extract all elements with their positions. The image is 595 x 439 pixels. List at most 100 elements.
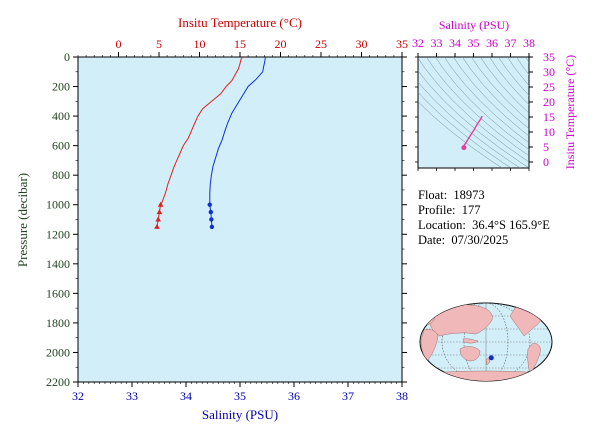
ts-right-tick-label: 10: [543, 125, 555, 139]
ts-top-tick-label: 33: [431, 36, 443, 50]
ts-top-tick-label: 38: [523, 36, 535, 50]
date-row: Date: 07/30/2025: [418, 233, 550, 248]
salinity-profile-line: [209, 57, 266, 205]
left-tick-label: 1800: [46, 316, 70, 330]
left-tick-label: 0: [64, 50, 70, 64]
density-contour: [418, 81, 521, 168]
temperature-marker: [157, 201, 164, 207]
main-plot-area: [77, 56, 403, 383]
ts-top-axis-label: Salinity (PSU): [439, 18, 509, 32]
float-location-marker: [488, 355, 494, 361]
bottom-tick-label: 33: [126, 389, 138, 403]
density-contour: [425, 57, 529, 157]
ts-right-tick-label: 20: [543, 95, 555, 109]
land-australia: [459, 346, 481, 362]
top-tick-label: 15: [234, 37, 246, 51]
ts-top-tick-label: 34: [449, 36, 461, 50]
left-tick-label: 2200: [46, 375, 70, 389]
float-label: Float:: [418, 188, 448, 202]
density-contour: [461, 57, 529, 130]
salinity-marker: [207, 202, 212, 207]
location-map: [419, 302, 553, 382]
ts-top-tick-label: 37: [505, 36, 517, 50]
main-series: [156, 57, 266, 227]
location-label: Location:: [418, 218, 466, 232]
salinity-marker: [209, 217, 214, 222]
ts-plot-area: [417, 56, 530, 169]
profile-row: Profile: 177: [418, 203, 550, 218]
temperature-profile-line: [160, 57, 243, 205]
bottom-tick-label: 36: [288, 389, 300, 403]
density-contour: [443, 57, 529, 144]
land-greenland: [545, 305, 551, 313]
ts-right-tick-label: 0: [543, 155, 549, 169]
salinity-marker: [209, 224, 215, 230]
ts-right-axis-label: Insitu Temperature (°C): [563, 55, 577, 169]
bottom-tick-label: 35: [234, 389, 246, 403]
top-tick-label: 30: [356, 37, 368, 51]
bottom-tick-label: 32: [72, 389, 84, 403]
land-antarctica: [424, 370, 549, 381]
float-info: Float: 18973 Profile: 177 Location: 36.4…: [418, 188, 550, 248]
temperature-marker: [154, 223, 160, 229]
profile-value: 177: [461, 203, 481, 217]
land-asia: [427, 304, 493, 337]
bottom-tick-label: 38: [396, 389, 408, 403]
ts-right-tick-label: 25: [543, 80, 555, 94]
left-tick-label: 1600: [46, 286, 70, 300]
ts-right-tick-label: 5: [543, 140, 549, 154]
density-contour: [452, 57, 529, 137]
left-tick-label: 400: [52, 109, 70, 123]
bottom-tick-label: 37: [342, 389, 354, 403]
top-tick-label: 20: [275, 37, 287, 51]
top-axis-label: Insitu Temperature (°C): [178, 15, 302, 30]
date-label: Date:: [418, 233, 446, 247]
salinity-marker: [208, 209, 214, 215]
location-row: Location: 36.4°S 165.9°E: [418, 218, 550, 233]
density-contour: [418, 57, 529, 163]
temperature-marker: [156, 209, 163, 215]
land-indonesia: [462, 338, 479, 344]
left-tick-label: 1200: [46, 227, 70, 241]
ts-right-tick-label: 35: [543, 50, 555, 64]
left-tick-label: 2000: [46, 345, 70, 359]
left-tick-label: 1000: [46, 198, 70, 212]
left-tick-label: 800: [52, 168, 70, 182]
density-contour: [479, 57, 529, 114]
top-tick-label: 10: [194, 37, 206, 51]
land-africa: [420, 329, 439, 361]
density-contour: [488, 57, 529, 106]
location-value: 36.4°S 165.9°E: [472, 218, 550, 232]
left-tick-label: 600: [52, 139, 70, 153]
main-axes-ticks: 0 5 10 15 20 25 30 35 32 33 34 35 36 37 38 0 200 400 600 80…: [46, 37, 408, 403]
density-contour: [434, 57, 529, 150]
top-tick-label: 25: [315, 37, 327, 51]
ts-deep-point: [461, 145, 467, 151]
top-tick-label: 0: [116, 37, 122, 51]
ts-top-tick-label: 32: [412, 36, 424, 50]
density-contour: [470, 57, 529, 122]
salinity-profile-tail: [209, 204, 213, 227]
float-value: 18973: [453, 188, 485, 202]
bottom-axis-label: Salinity (PSU): [202, 407, 278, 422]
left-tick-label: 200: [52, 80, 70, 94]
top-tick-label: 5: [156, 37, 162, 51]
bottom-tick-label: 34: [180, 389, 192, 403]
date-value: 07/30/2025: [451, 233, 509, 247]
temperature-marker: [155, 216, 161, 222]
density-contour: [506, 57, 529, 86]
float-row: Float: 18973: [418, 188, 550, 203]
ts-right-tick-label: 30: [543, 65, 555, 79]
density-contour: [515, 57, 529, 76]
density-contour: [418, 70, 529, 168]
profile-label: Profile:: [418, 203, 456, 217]
main-series-markers: [154, 201, 215, 230]
density-contour: [524, 57, 529, 64]
density-contour: [497, 57, 529, 96]
density-contour: [418, 91, 512, 168]
top-tick-label: 35: [396, 37, 408, 51]
density-contour: [418, 101, 503, 168]
land-south-america: [527, 343, 541, 375]
